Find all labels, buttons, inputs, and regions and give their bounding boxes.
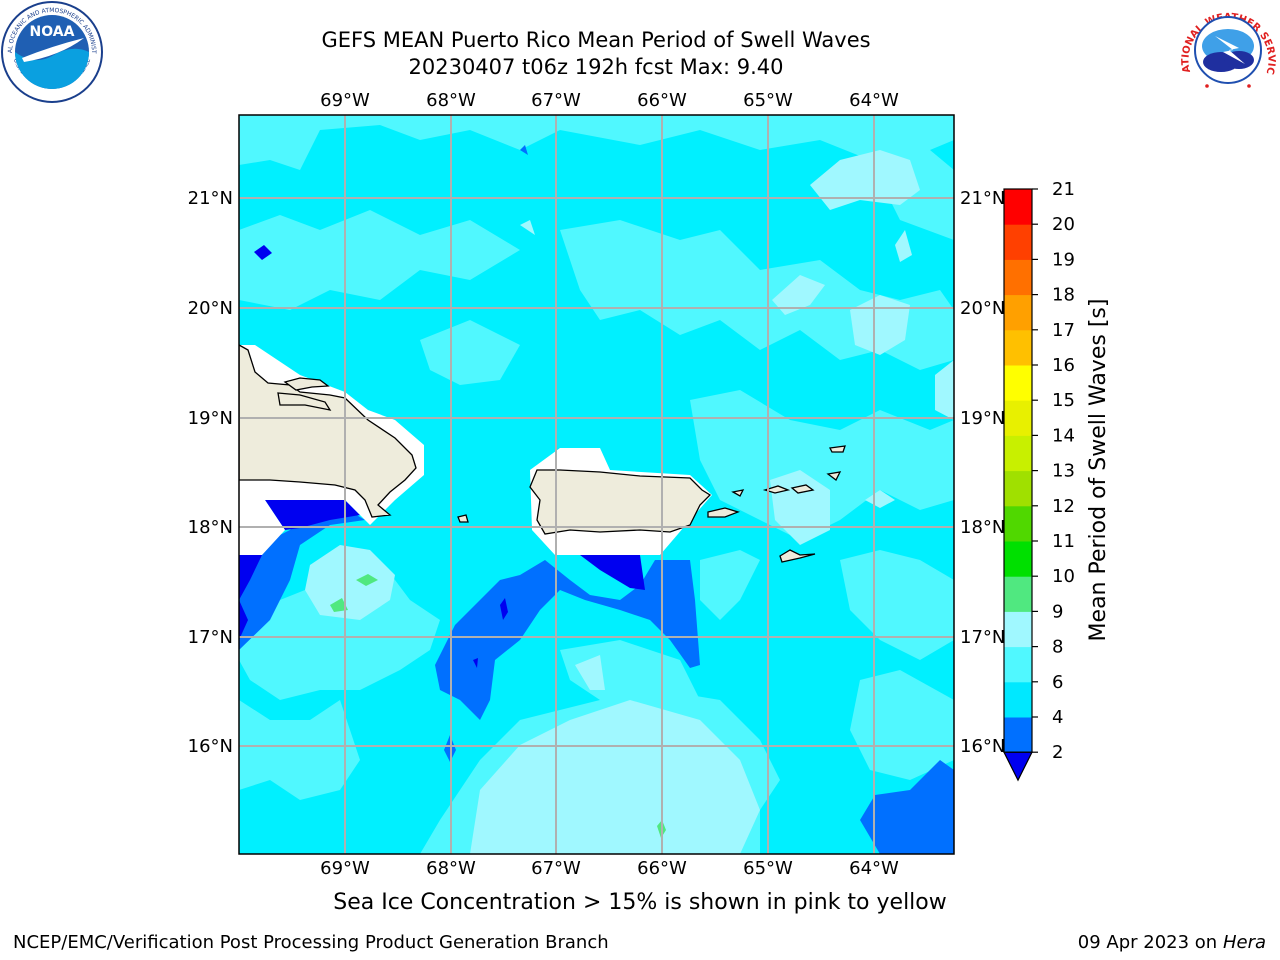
colorbar-segment: [1004, 365, 1032, 401]
footer-date: 09 Apr 2023 on Hera: [1078, 932, 1266, 953]
lon-label: 67°W: [531, 90, 581, 111]
colorbar-tick-label: 15: [1052, 390, 1075, 411]
colorbar-segment: [1004, 576, 1032, 612]
colorbar-tick-label: 9: [1052, 601, 1063, 622]
lat-label: 20°N: [188, 298, 233, 319]
colorbar-segment: [1004, 646, 1032, 683]
colorbar-outline: [1003, 188, 1033, 753]
field-9-10s: [330, 574, 666, 838]
colorbar-tick-label: 20: [1052, 214, 1075, 235]
lat-label: 20°N: [960, 298, 1005, 319]
colorbar-segment: [1004, 717, 1032, 753]
lon-label: 67°W: [531, 858, 581, 879]
colorbar-segment: [1004, 681, 1032, 718]
chart-title: GEFS MEAN Puerto Rico Mean Period of Swe…: [321, 28, 871, 52]
sombrero-island: [829, 445, 846, 453]
map-gridlines: [239, 115, 954, 854]
lat-label: 17°N: [960, 627, 1005, 648]
tortuga-island: [283, 377, 330, 391]
field-6-8s: [239, 115, 954, 854]
field-base-6s: [239, 115, 954, 854]
colorbar-tick-label: 13: [1052, 461, 1075, 482]
st-croix-island: [779, 549, 816, 563]
field-8-9s: [305, 150, 954, 854]
noaa-logo-text: NOAA: [30, 24, 75, 40]
lon-label: 69°W: [320, 90, 370, 111]
colorbar-tick-label: 2: [1052, 742, 1063, 763]
lat-label: 21°N: [188, 188, 233, 209]
colorbar-segment: [1004, 329, 1032, 366]
culebra-island: [731, 489, 745, 497]
lon-label: 64°W: [849, 858, 899, 879]
lat-labels-left: 21°N 20°N 19°N 18°N 17°N 16°N: [188, 188, 233, 757]
colorbar-tick-label: 17: [1052, 320, 1075, 341]
colorbar-segment: [1004, 400, 1032, 436]
chart-subtitle: 20230407 t06z 192h fcst Max: 9.40: [408, 55, 784, 79]
colorbar-segment: [1004, 541, 1032, 577]
colorbar-segment: [1004, 435, 1032, 472]
land-masses: [239, 344, 846, 563]
footer-host: Hera: [1222, 932, 1266, 953]
colorbar-tick-label: 14: [1052, 425, 1075, 446]
colorbar-tick-label: 4: [1052, 707, 1063, 728]
hispaniola-bay: [277, 392, 332, 411]
lon-label: 68°W: [426, 858, 476, 879]
field-below-2s: [239, 245, 645, 668]
lon-label: 66°W: [637, 90, 687, 111]
lon-label: 69°W: [320, 858, 370, 879]
colorbar-segment: [1004, 611, 1032, 648]
colorbar-tick-label: 11: [1052, 531, 1075, 552]
lat-label: 19°N: [960, 408, 1005, 429]
colorbar-segment: [1004, 224, 1032, 260]
lat-label: 16°N: [188, 736, 233, 757]
anegada-island: [826, 471, 842, 481]
vieques-island: [707, 507, 740, 518]
colorbar-extend-triangle: [1003, 751, 1033, 782]
lat-label: 17°N: [188, 627, 233, 648]
map-frame: [238, 114, 955, 855]
lon-label: 64°W: [849, 90, 899, 111]
lat-labels-right: 21°N 20°N 19°N 18°N 17°N 16°N: [960, 188, 1005, 757]
lat-label: 18°N: [960, 517, 1005, 538]
colorbar-tick-label: 19: [1052, 249, 1075, 270]
footer-credit: NCEP/EMC/Verification Post Processing Pr…: [13, 932, 609, 953]
colorbar-segment: [1004, 294, 1032, 331]
lon-labels-top: 69°W 68°W 67°W 66°W 65°W 64°W: [320, 90, 899, 111]
lon-label: 66°W: [637, 858, 687, 879]
noaa-logo: NATIONAL OCEANIC AND ATMOSPHERIC ADMINIS…: [0, 0, 103, 103]
st-thomas-island: [762, 485, 791, 494]
swell-period-field: [239, 115, 954, 854]
colorbar-tick-label: 16: [1052, 355, 1075, 376]
lat-label: 21°N: [960, 188, 1005, 209]
colorbar-segment: [1004, 189, 1032, 225]
colorbar-tick-label: 18: [1052, 285, 1075, 306]
colorbar-tick-label: 6: [1052, 672, 1063, 693]
lat-label: 19°N: [188, 408, 233, 429]
st-john-island: [790, 484, 815, 494]
colorbar-tick-label: 12: [1052, 496, 1075, 517]
lon-labels-bottom: 69°W 68°W 67°W 66°W 65°W 64°W: [320, 858, 899, 879]
hispaniola-land: [239, 344, 417, 518]
colorbar-tick-label: 8: [1052, 637, 1063, 658]
puerto-rico-land: [529, 469, 712, 535]
colorbar: 2 4 6 8 9 10 11 12 13 14 15 16 17 18 19 20 21: [1003, 179, 1075, 782]
colorbar-tick-label: 21: [1052, 179, 1075, 200]
mona-island: [457, 514, 469, 523]
sea-ice-note: Sea Ice Concentration > 15% is shown in …: [333, 890, 947, 915]
nws-logo: NATIONAL WEATHER SERVICE: [1177, 0, 1277, 97]
colorbar-segment: [1004, 470, 1032, 507]
lon-label: 65°W: [743, 90, 793, 111]
footer-date-text: 09 Apr 2023 on: [1077, 932, 1223, 953]
colorbar-segment: [1004, 259, 1032, 296]
lon-label: 68°W: [426, 90, 476, 111]
lon-label: 65°W: [743, 858, 793, 879]
masked-coastal-area: [239, 345, 712, 555]
colorbar-label: Mean Period of Swell Waves [s]: [1086, 299, 1111, 642]
lat-label: 16°N: [960, 736, 1005, 757]
colorbar-tick-label: 10: [1052, 566, 1075, 587]
field-2-4s: [239, 145, 954, 854]
lat-label: 18°N: [188, 517, 233, 538]
colorbar-segment: [1004, 505, 1032, 542]
